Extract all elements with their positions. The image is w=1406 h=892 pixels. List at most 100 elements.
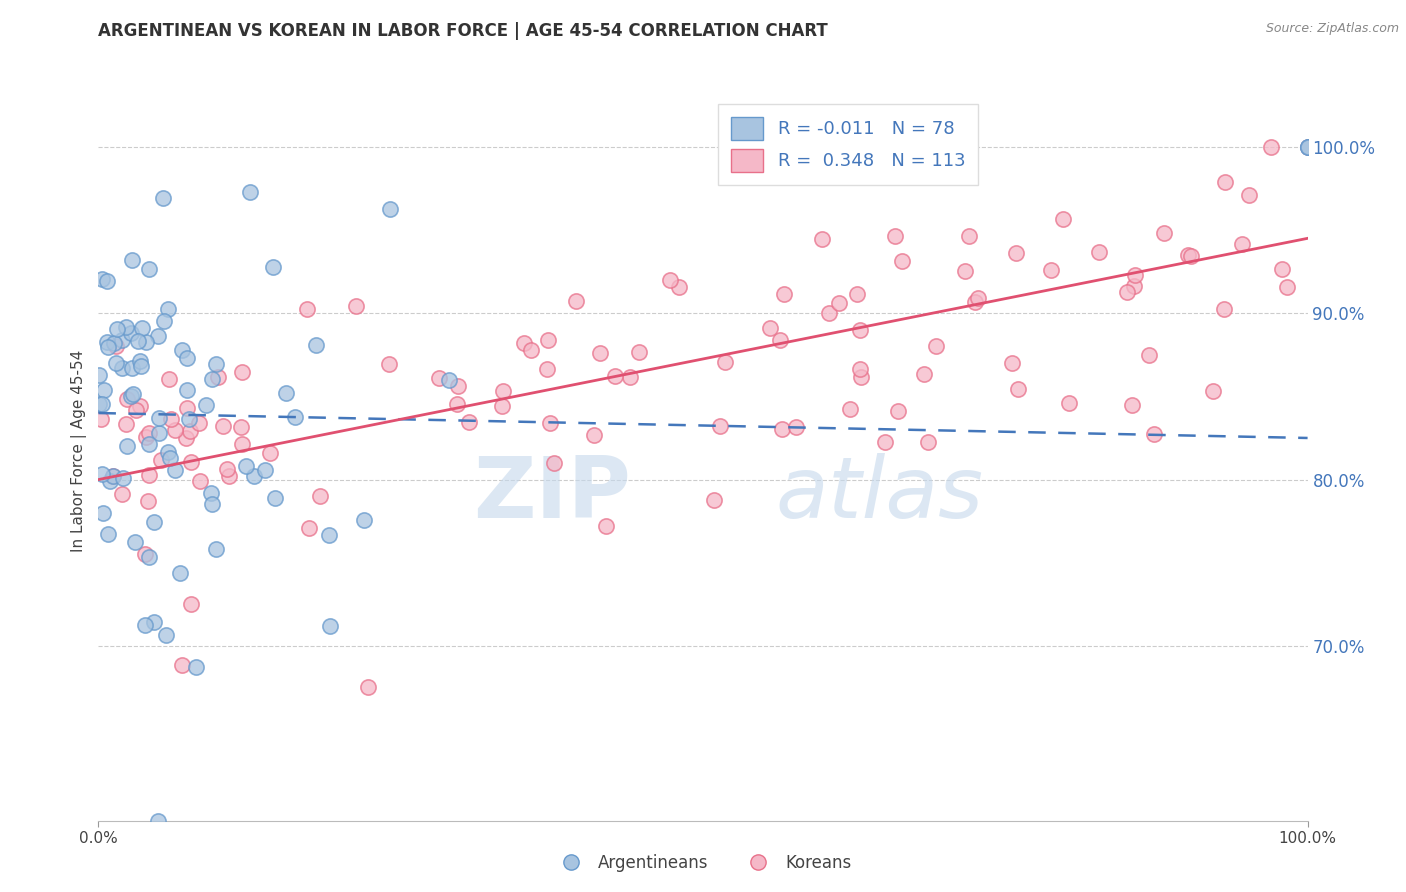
Point: [297, 301, 319, 316]
Point: [103, 335, 125, 350]
Point: [152, 191, 174, 205]
Point: [239, 185, 262, 199]
Point: [129, 354, 152, 368]
Point: [513, 335, 536, 350]
Point: [153, 314, 176, 328]
Point: [124, 535, 146, 549]
Point: [875, 434, 897, 449]
Point: [159, 451, 181, 466]
Point: [122, 387, 145, 401]
Point: [177, 412, 200, 426]
Point: [1260, 140, 1282, 154]
Point: [96, 274, 118, 288]
Point: [121, 253, 143, 268]
Point: [603, 368, 626, 383]
Point: [129, 399, 152, 413]
Point: [103, 469, 125, 483]
Point: [136, 493, 159, 508]
Point: [138, 468, 160, 483]
Point: [772, 286, 794, 301]
Point: [536, 362, 558, 376]
Point: [768, 333, 790, 347]
Point: [129, 359, 152, 374]
Point: [180, 597, 202, 611]
Point: [1137, 348, 1160, 362]
Point: [1005, 246, 1028, 260]
Point: [121, 361, 143, 376]
Point: [1040, 263, 1063, 277]
Point: [97, 340, 120, 354]
Point: [179, 455, 201, 469]
Point: [148, 410, 170, 425]
Point: [1153, 226, 1175, 240]
Point: [98, 475, 121, 489]
Point: [1180, 249, 1202, 263]
Point: [1007, 382, 1029, 396]
Point: [142, 615, 165, 629]
Point: [120, 326, 142, 340]
Point: [537, 333, 560, 347]
Y-axis label: In Labor Force | Age 45-54: In Labor Force | Age 45-54: [72, 350, 87, 551]
Point: [115, 392, 138, 406]
Point: [1215, 175, 1237, 189]
Point: [378, 357, 401, 371]
Point: [87, 368, 110, 383]
Point: [117, 439, 139, 453]
Point: [138, 437, 160, 451]
Point: [957, 229, 980, 244]
Point: [235, 458, 257, 473]
Point: [91, 506, 114, 520]
Point: [138, 261, 160, 276]
Point: [176, 431, 198, 445]
Point: [849, 369, 872, 384]
Point: [1001, 356, 1024, 370]
Point: [163, 423, 186, 437]
Point: [148, 814, 170, 828]
Point: [89, 397, 111, 411]
Point: [176, 351, 198, 365]
Point: [120, 389, 142, 403]
Point: [125, 402, 148, 417]
Point: [658, 272, 681, 286]
Point: [135, 334, 157, 349]
Text: ZIP: ZIP: [472, 453, 630, 536]
Point: [262, 260, 284, 275]
Point: [231, 365, 253, 379]
Point: [115, 417, 138, 432]
Point: [188, 474, 211, 488]
Point: [90, 412, 112, 426]
Point: [205, 357, 228, 371]
Point: [1057, 395, 1080, 409]
Point: [194, 398, 217, 412]
Point: [103, 469, 125, 483]
Point: [96, 335, 118, 350]
Point: [91, 272, 114, 286]
Point: [207, 370, 229, 384]
Text: Source: ZipAtlas.com: Source: ZipAtlas.com: [1265, 22, 1399, 36]
Point: [1177, 248, 1199, 262]
Point: [111, 487, 134, 501]
Point: [520, 343, 543, 358]
Point: [709, 419, 731, 434]
Point: [344, 299, 367, 313]
Point: [759, 321, 782, 335]
Point: [887, 404, 910, 418]
Point: [97, 526, 120, 541]
Point: [357, 681, 380, 695]
Point: [439, 373, 461, 387]
Point: [1296, 140, 1319, 154]
Point: [891, 253, 914, 268]
Point: [134, 617, 156, 632]
Point: [818, 306, 841, 320]
Point: [1121, 399, 1143, 413]
Point: [110, 361, 132, 376]
Point: [276, 386, 298, 401]
Point: [127, 334, 149, 348]
Point: [1202, 384, 1225, 398]
Point: [148, 328, 170, 343]
Point: [1296, 140, 1319, 154]
Point: [627, 345, 650, 359]
Point: [200, 485, 222, 500]
Point: [259, 446, 281, 460]
Point: [218, 468, 240, 483]
